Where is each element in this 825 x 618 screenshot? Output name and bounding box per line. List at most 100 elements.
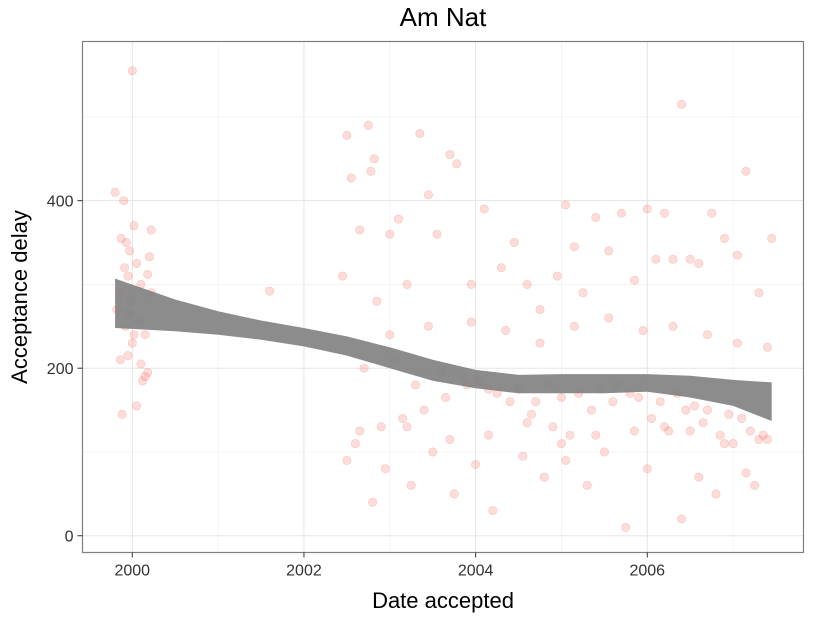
data-point [146,225,156,235]
data-point [338,271,348,281]
data-point [116,233,126,243]
data-point [724,409,734,419]
data-point [758,430,768,440]
data-point [432,229,442,239]
x-tick-label: 2000 [114,563,150,580]
data-point [509,238,519,248]
data-point [410,380,420,390]
data-point [737,413,747,423]
data-point [466,317,476,327]
data-point [479,204,489,214]
data-point [123,271,133,281]
data-point [501,325,511,335]
data-point [372,296,382,306]
data-point [483,430,493,440]
data-point [599,447,609,457]
data-point [732,250,742,260]
data-point [629,275,639,285]
data-point [754,434,764,444]
data-point [522,418,532,428]
confidence-band [115,278,772,421]
data-point [745,426,755,436]
data-point [127,66,137,76]
data-point [496,263,506,273]
data-point [143,367,153,377]
y-tick-label: 0 [65,529,74,546]
grid-lines [82,41,804,553]
data-point [380,464,390,474]
data-point [505,397,515,407]
data-point [539,472,549,482]
data-point [586,405,596,415]
data-point [677,99,687,109]
data-point [698,418,708,428]
data-point [681,405,691,415]
data-point [129,221,139,231]
data-point [548,422,558,432]
data-point [762,434,772,444]
data-point [741,468,751,478]
data-point [423,190,433,200]
data-point [685,426,695,436]
data-point [677,514,687,524]
data-point [591,212,601,222]
data-point [355,225,365,235]
data-point [132,258,142,268]
data-point [535,305,545,315]
data-point [664,426,674,436]
data-point [651,254,661,264]
smooth-band [115,278,772,421]
data-point [629,426,639,436]
data-point [441,392,451,402]
data-point [115,355,125,365]
data-point [376,422,386,432]
data-point [694,472,704,482]
data-point [561,455,571,465]
data-point [123,351,133,361]
plot-border [81,40,805,554]
data-point [526,409,536,419]
data-point [642,204,652,214]
data-point [140,330,150,340]
data-point [582,480,592,490]
data-point [732,338,742,348]
data-point [402,279,412,289]
data-point [552,271,562,281]
data-point [762,342,772,352]
y-tick-label: 200 [47,361,74,378]
data-point [702,405,712,415]
data-point [445,434,455,444]
data-point [359,363,369,373]
y-axis-title: Acceptance delay [7,210,32,384]
x-tick-label: 2006 [629,563,665,580]
data-point [719,233,729,243]
data-point [535,338,545,348]
data-point [363,120,373,130]
data-point [608,397,618,407]
data-point [741,166,751,176]
data-point [616,208,626,218]
data-point [689,401,699,411]
data-point [522,279,532,289]
data-point [423,321,433,331]
data-point [120,263,130,273]
data-point [659,208,669,218]
data-point [569,321,579,331]
data-point [561,200,571,210]
data-point [655,397,665,407]
y-tick-label: 400 [47,194,74,211]
data-point [369,154,379,164]
data-point [385,330,395,340]
data-point [647,413,657,423]
data-point [569,242,579,252]
data-point [728,439,738,449]
data-points [110,66,777,532]
data-point [578,288,588,298]
data-point [711,489,721,499]
x-axis-ticks: 2000 2002 2004 2006 [114,552,665,580]
data-point [385,229,395,239]
data-point [129,330,139,340]
data-point [445,150,455,160]
data-point [750,480,760,490]
